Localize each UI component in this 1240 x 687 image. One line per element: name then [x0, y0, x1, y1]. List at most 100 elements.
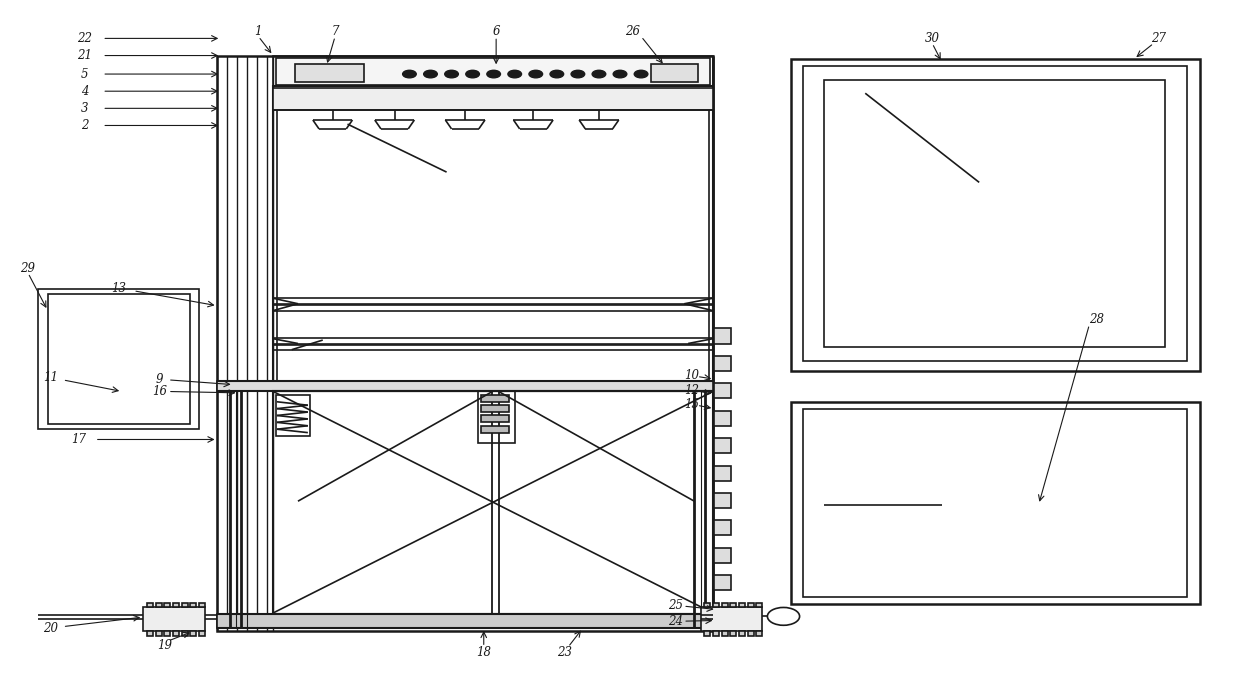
Text: 30: 30 — [925, 32, 940, 45]
Text: 7: 7 — [331, 25, 339, 38]
Bar — [739, 631, 745, 635]
Bar — [273, 392, 713, 614]
Bar — [481, 405, 508, 412]
Bar — [756, 631, 763, 635]
Bar — [714, 493, 732, 508]
Bar — [825, 80, 1166, 347]
Bar — [756, 602, 763, 607]
Circle shape — [487, 70, 501, 78]
Bar — [714, 328, 732, 344]
Text: 2: 2 — [81, 119, 89, 132]
Bar — [722, 602, 728, 607]
Bar — [804, 409, 1187, 597]
Bar — [217, 614, 713, 628]
Bar — [273, 338, 713, 344]
Text: 15: 15 — [684, 398, 699, 411]
Bar — [295, 65, 363, 82]
Bar — [704, 602, 711, 607]
Bar — [172, 602, 179, 607]
Text: 9: 9 — [155, 372, 162, 385]
Bar — [273, 88, 713, 111]
Bar — [730, 602, 737, 607]
Text: 24: 24 — [668, 615, 683, 628]
Bar — [714, 548, 732, 563]
Text: 26: 26 — [625, 25, 640, 38]
Bar — [714, 520, 732, 535]
Text: 11: 11 — [42, 371, 58, 384]
Bar — [198, 631, 205, 635]
Bar — [172, 631, 179, 635]
Bar — [714, 411, 732, 426]
Bar — [217, 381, 713, 392]
Text: 1: 1 — [254, 25, 262, 38]
Circle shape — [634, 70, 647, 78]
Text: 3: 3 — [81, 102, 89, 115]
Bar — [730, 631, 737, 635]
Bar — [714, 466, 732, 481]
Bar — [273, 56, 713, 87]
Bar — [714, 356, 732, 371]
Circle shape — [529, 70, 543, 78]
Bar — [190, 602, 196, 607]
Bar — [181, 602, 187, 607]
Bar — [791, 59, 1199, 371]
Bar — [273, 345, 713, 350]
Bar — [273, 305, 713, 311]
Bar — [273, 298, 713, 304]
Bar — [275, 395, 310, 436]
Text: 18: 18 — [476, 646, 491, 659]
Bar — [181, 631, 187, 635]
Bar — [481, 426, 508, 433]
Bar — [714, 383, 732, 398]
Text: 20: 20 — [42, 622, 58, 635]
Bar — [273, 87, 713, 392]
Bar — [143, 607, 205, 631]
Bar — [190, 631, 196, 635]
Circle shape — [466, 70, 480, 78]
Text: 25: 25 — [668, 599, 683, 612]
Bar — [748, 602, 754, 607]
Text: 22: 22 — [77, 32, 93, 45]
Bar — [739, 602, 745, 607]
Circle shape — [403, 70, 417, 78]
Bar — [481, 416, 508, 423]
Bar — [198, 602, 205, 607]
Text: 27: 27 — [1151, 32, 1167, 45]
Bar — [217, 56, 713, 631]
Text: 4: 4 — [81, 85, 89, 98]
Bar — [714, 575, 732, 590]
Bar — [48, 294, 190, 425]
Circle shape — [614, 70, 626, 78]
Bar — [277, 89, 709, 390]
Bar — [481, 395, 508, 402]
Circle shape — [572, 70, 585, 78]
Bar — [791, 402, 1199, 604]
Text: 5: 5 — [81, 67, 89, 80]
Bar — [155, 631, 161, 635]
Circle shape — [445, 70, 459, 78]
Bar — [477, 392, 515, 443]
Bar — [714, 438, 732, 453]
Text: 28: 28 — [1090, 313, 1105, 326]
Bar — [701, 607, 763, 631]
Text: 19: 19 — [156, 639, 171, 652]
Bar — [748, 631, 754, 635]
Bar — [722, 631, 728, 635]
Text: 12: 12 — [684, 383, 699, 396]
Text: 13: 13 — [110, 282, 126, 295]
Bar — [164, 631, 170, 635]
Bar — [155, 602, 161, 607]
Text: 10: 10 — [684, 369, 699, 382]
Bar — [704, 631, 711, 635]
Circle shape — [551, 70, 564, 78]
Bar — [146, 631, 153, 635]
Text: 29: 29 — [20, 262, 36, 275]
Text: 16: 16 — [151, 385, 166, 398]
Bar — [38, 289, 198, 429]
Circle shape — [593, 70, 606, 78]
Circle shape — [424, 70, 438, 78]
Bar — [146, 602, 153, 607]
Text: 6: 6 — [492, 25, 500, 38]
Text: 23: 23 — [557, 646, 572, 659]
Bar — [275, 58, 711, 85]
